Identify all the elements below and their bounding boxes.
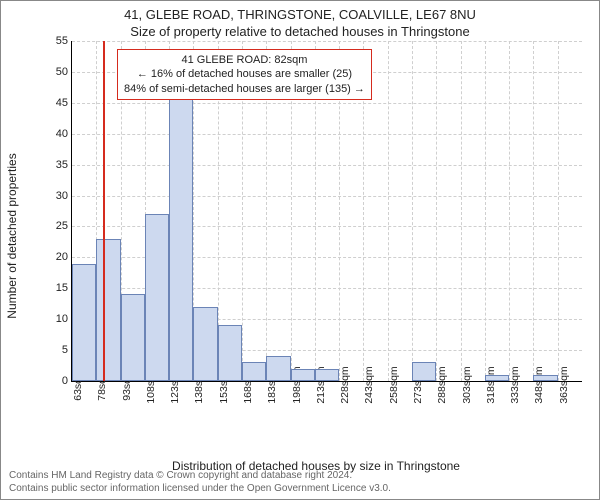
y-tick-label: 35: [56, 159, 68, 171]
x-tick-label: 228sqm: [339, 366, 351, 403]
histogram-bar: [291, 369, 315, 381]
address-title: 41, GLEBE ROAD, THRINGSTONE, COALVILLE, …: [1, 7, 599, 24]
x-tick-label: 288sqm: [436, 366, 448, 403]
reference-line: [103, 41, 105, 381]
histogram-bar: [121, 294, 145, 381]
chart-area: Number of detached properties 0510152025…: [46, 41, 586, 431]
plot-region: 051015202530354045505563sqm78sqm93sqm108…: [71, 41, 582, 382]
gridline-v: [436, 41, 437, 381]
x-tick-label: 303sqm: [461, 366, 473, 403]
histogram-bar: [145, 214, 169, 381]
info-box-line: ← 16% of detached houses are smaller (25…: [124, 67, 365, 81]
gridline-h: [72, 41, 582, 42]
gridline-v: [412, 41, 413, 381]
y-tick-label: 20: [56, 251, 68, 263]
x-tick-label: 363sqm: [558, 366, 570, 403]
histogram-bar: [242, 362, 266, 381]
x-tick-label: 258sqm: [388, 366, 400, 403]
histogram-bar: [218, 325, 242, 381]
gridline-h: [72, 134, 582, 135]
gridline-h: [72, 165, 582, 166]
gridline-v: [485, 41, 486, 381]
footer-line2: Contains public sector information licen…: [9, 483, 391, 496]
info-box-line: 84% of semi-detached houses are larger (…: [124, 82, 365, 96]
histogram-bar: [72, 264, 96, 381]
y-tick-label: 25: [56, 220, 68, 232]
histogram-bar: [96, 239, 120, 381]
gridline-h: [72, 103, 582, 104]
gridline-v: [461, 41, 462, 381]
chart-subtitle: Size of property relative to detached ho…: [1, 24, 599, 41]
histogram-bar: [412, 362, 436, 381]
histogram-bar: [193, 307, 217, 381]
histogram-bar: [485, 375, 509, 381]
footer-line1: Contains HM Land Registry data © Crown c…: [9, 470, 391, 483]
gridline-v: [558, 41, 559, 381]
gridline-v: [509, 41, 510, 381]
histogram-bar: [315, 369, 339, 381]
histogram-bar: [533, 375, 557, 381]
x-tick-label: 333sqm: [509, 366, 521, 403]
x-tick-label: 318sqm: [485, 366, 497, 403]
y-tick-label: 5: [62, 344, 68, 356]
y-axis-label: Number of detached properties: [5, 153, 19, 318]
info-box-line: 41 GLEBE ROAD: 82sqm: [124, 53, 365, 67]
histogram-bar: [169, 97, 193, 381]
chart-container: 41, GLEBE ROAD, THRINGSTONE, COALVILLE, …: [0, 0, 600, 500]
y-tick-label: 30: [56, 190, 68, 202]
histogram-bar: [266, 356, 290, 381]
x-tick-label: 243sqm: [363, 366, 375, 403]
gridline-v: [533, 41, 534, 381]
y-tick-label: 10: [56, 313, 68, 325]
y-tick-label: 45: [56, 97, 68, 109]
y-tick-label: 40: [56, 128, 68, 140]
info-box: 41 GLEBE ROAD: 82sqm← 16% of detached ho…: [117, 49, 372, 100]
x-tick-label: 348sqm: [533, 366, 545, 403]
y-tick-label: 50: [56, 66, 68, 78]
footer-attribution: Contains HM Land Registry data © Crown c…: [9, 470, 391, 495]
gridline-v: [388, 41, 389, 381]
gridline-h: [72, 196, 582, 197]
y-tick-label: 15: [56, 282, 68, 294]
y-tick-label: 55: [56, 35, 68, 47]
y-tick-label: 0: [62, 375, 68, 387]
